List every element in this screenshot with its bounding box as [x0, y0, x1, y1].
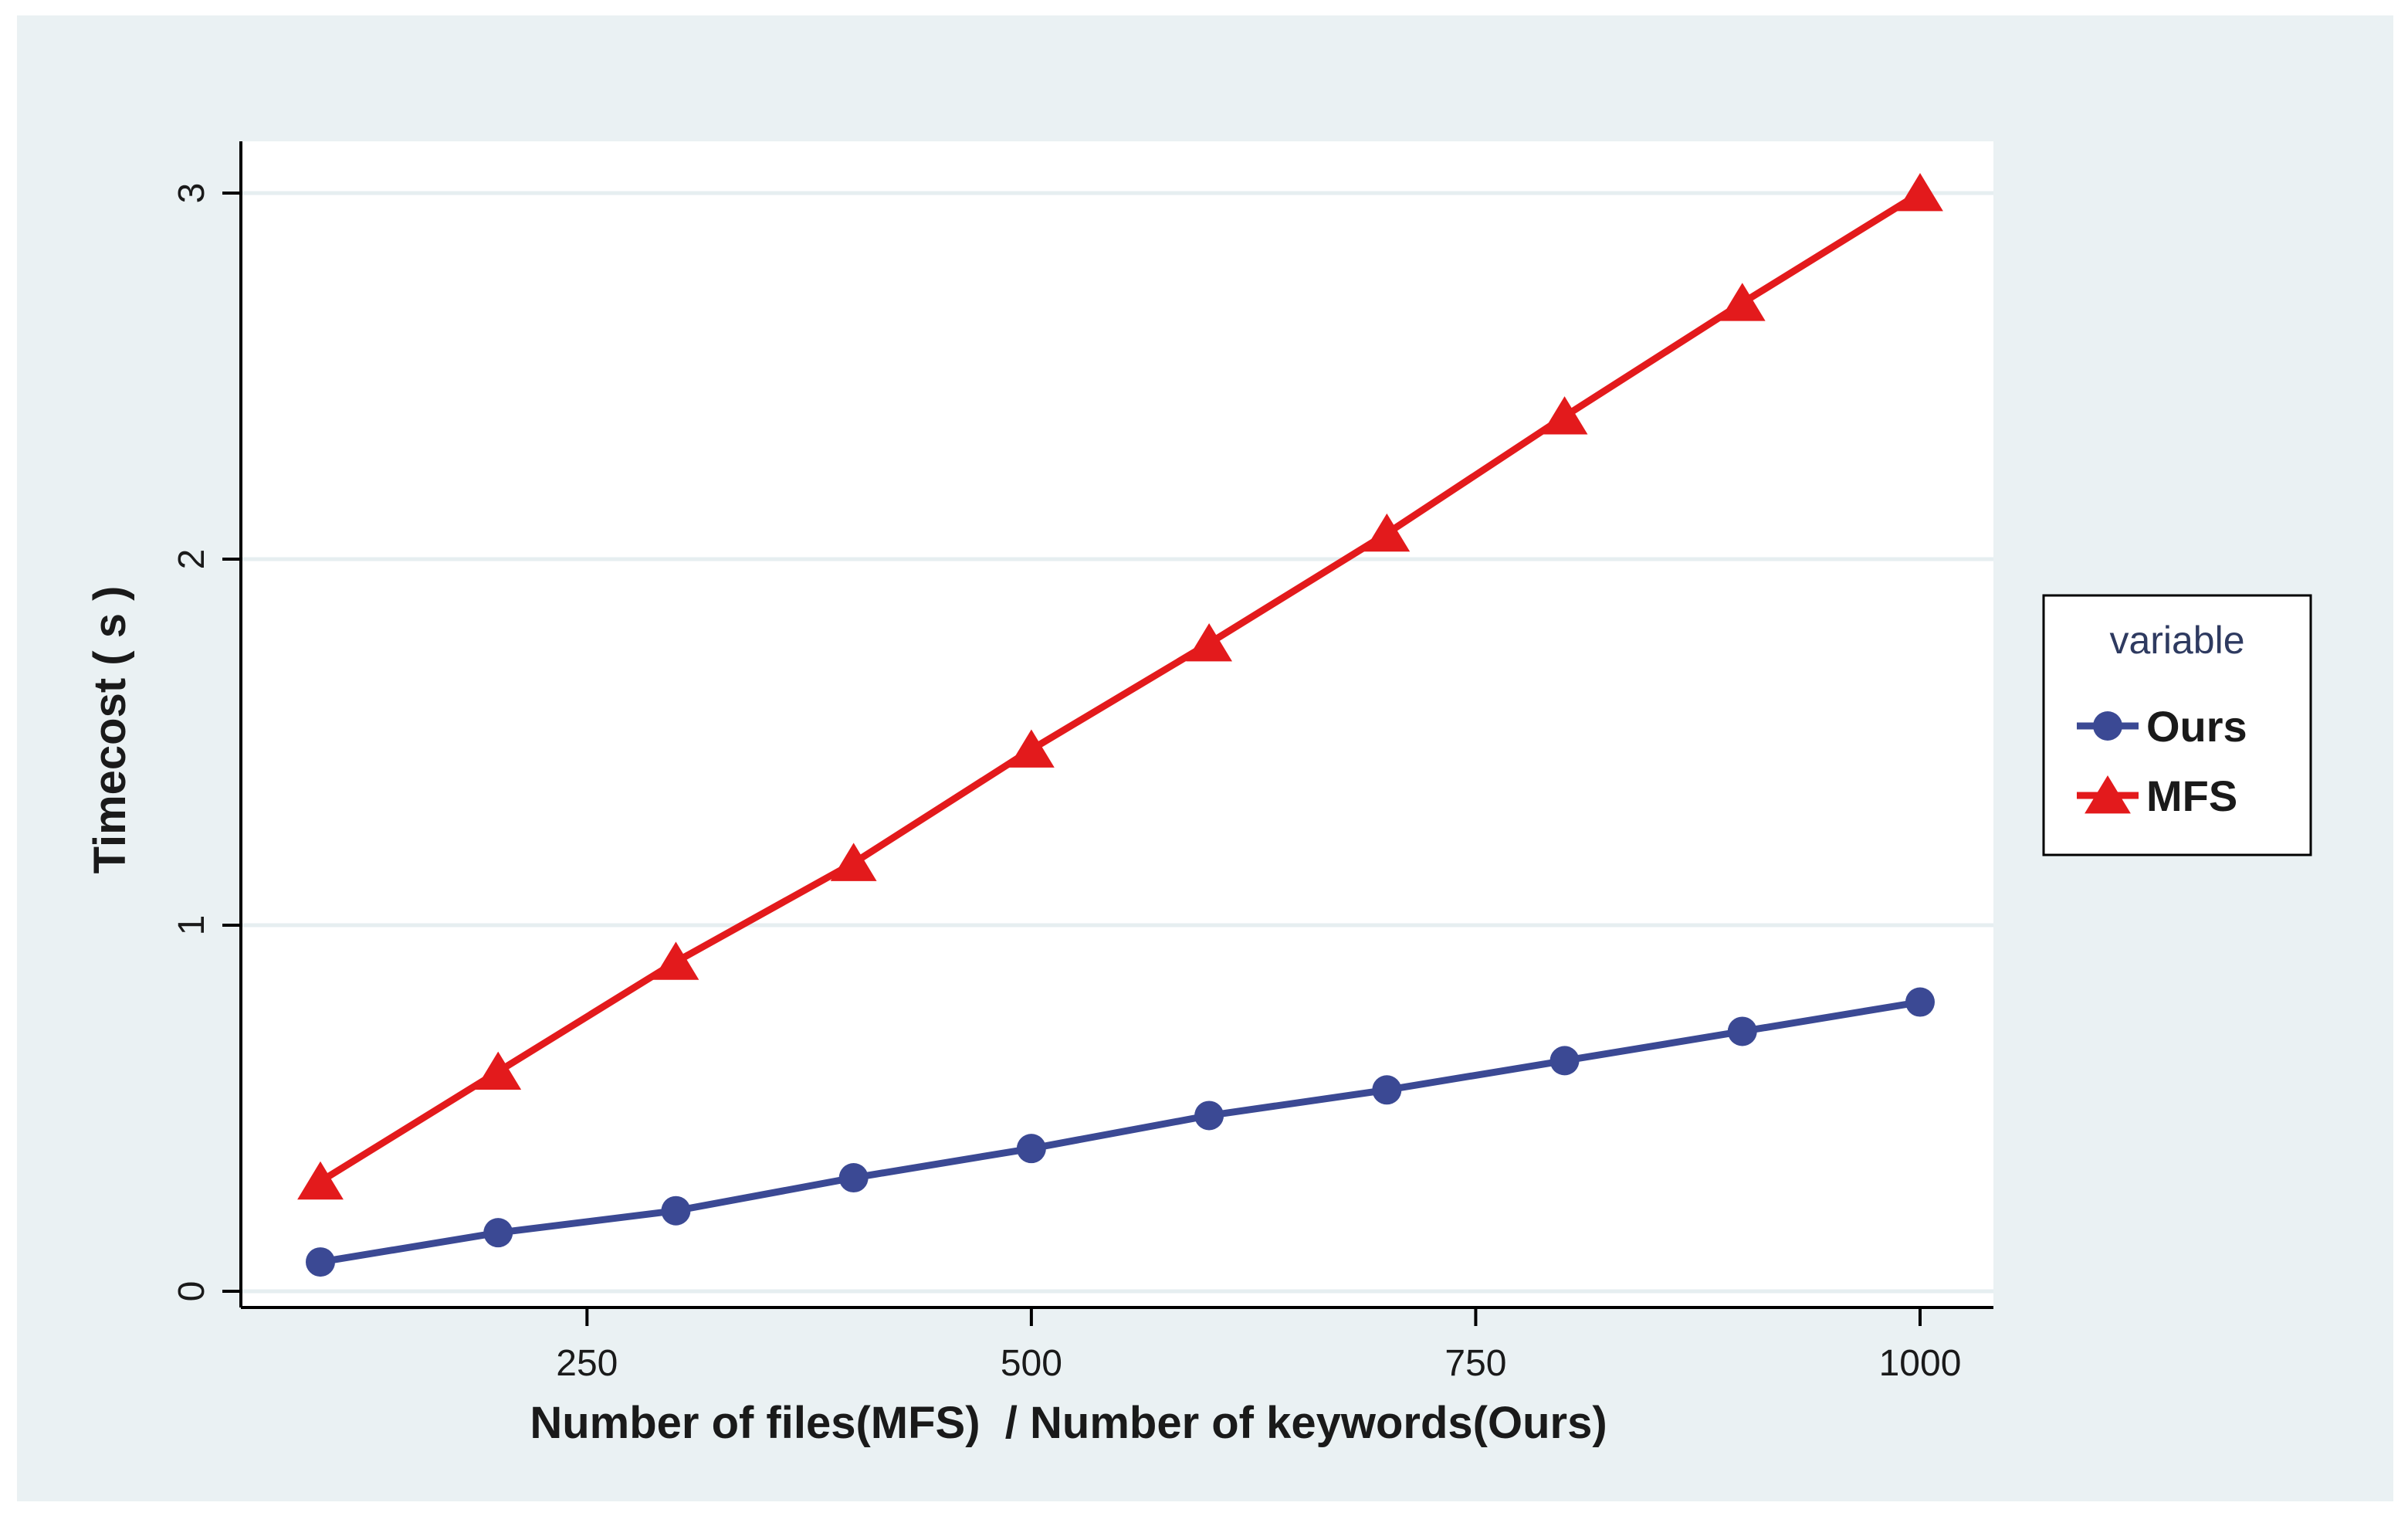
data-point-ours-600	[1194, 1101, 1224, 1131]
data-point-ours-500	[1016, 1134, 1046, 1164]
legend-entry-ours: Ours	[2077, 702, 2247, 751]
series-line-mfs	[318, 190, 1922, 1185]
data-point-ours-900	[1727, 1016, 1757, 1046]
plot-background	[241, 141, 1993, 1307]
data-point-mfs-200	[475, 1051, 522, 1090]
data-point-ours-400	[838, 1163, 869, 1193]
legend-title: variable	[2109, 619, 2244, 662]
legend-label-ours: Ours	[2146, 702, 2247, 751]
x-axis-label: Number of files(MFS) / Number of keyword…	[530, 1398, 1607, 1448]
data-point-ours-300	[661, 1196, 691, 1226]
legend-marker-mfs	[2085, 775, 2131, 814]
y-tick-label-3: 3	[171, 183, 212, 204]
data-point-mfs-500	[1008, 729, 1055, 768]
y-ticks: 0 1 2 3	[171, 183, 241, 1302]
legend-entry-mfs: MFS	[2077, 772, 2237, 820]
data-point-ours-1000	[1905, 987, 1935, 1017]
series-ours	[306, 987, 1935, 1277]
data-point-ours-700	[1372, 1075, 1402, 1105]
legend: variable Ours MFS	[2042, 594, 2312, 856]
x-ticks: 250 500 750 1000	[556, 1307, 1961, 1384]
legend-label-mfs: MFS	[2146, 772, 2237, 820]
data-point-ours-800	[1549, 1046, 1580, 1076]
x-tick-label-750: 750	[1444, 1343, 1506, 1384]
data-point-ours-100	[306, 1247, 335, 1277]
series-mfs	[297, 173, 1943, 1200]
series-lines	[297, 173, 1943, 1277]
legend-marker-ours	[2093, 711, 2122, 741]
data-point-mfs-600	[1186, 623, 1233, 662]
y-tick-label-1: 1	[171, 915, 212, 936]
y-axis-label: Timecost ( s )	[85, 586, 135, 874]
y-tick-label-2: 2	[171, 549, 212, 570]
x-tick-label-1000: 1000	[1879, 1343, 1962, 1384]
data-point-mfs-800	[1541, 396, 1588, 435]
y-tick-label-0: 0	[171, 1281, 212, 1302]
data-point-mfs-900	[1719, 283, 1766, 321]
grid-lines	[241, 191, 1993, 1294]
data-point-mfs-300	[652, 941, 699, 980]
series-line-ours	[320, 999, 1921, 1266]
data-point-ours-200	[483, 1218, 513, 1248]
x-tick-label-250: 250	[556, 1343, 618, 1384]
data-point-mfs-100	[297, 1161, 344, 1200]
x-tick-label-500: 500	[1001, 1343, 1062, 1384]
legend-entries: Ours MFS	[2077, 702, 2247, 820]
data-point-mfs-700	[1363, 513, 1411, 552]
data-point-mfs-400	[830, 843, 877, 881]
data-point-mfs-1000	[1897, 173, 1943, 212]
